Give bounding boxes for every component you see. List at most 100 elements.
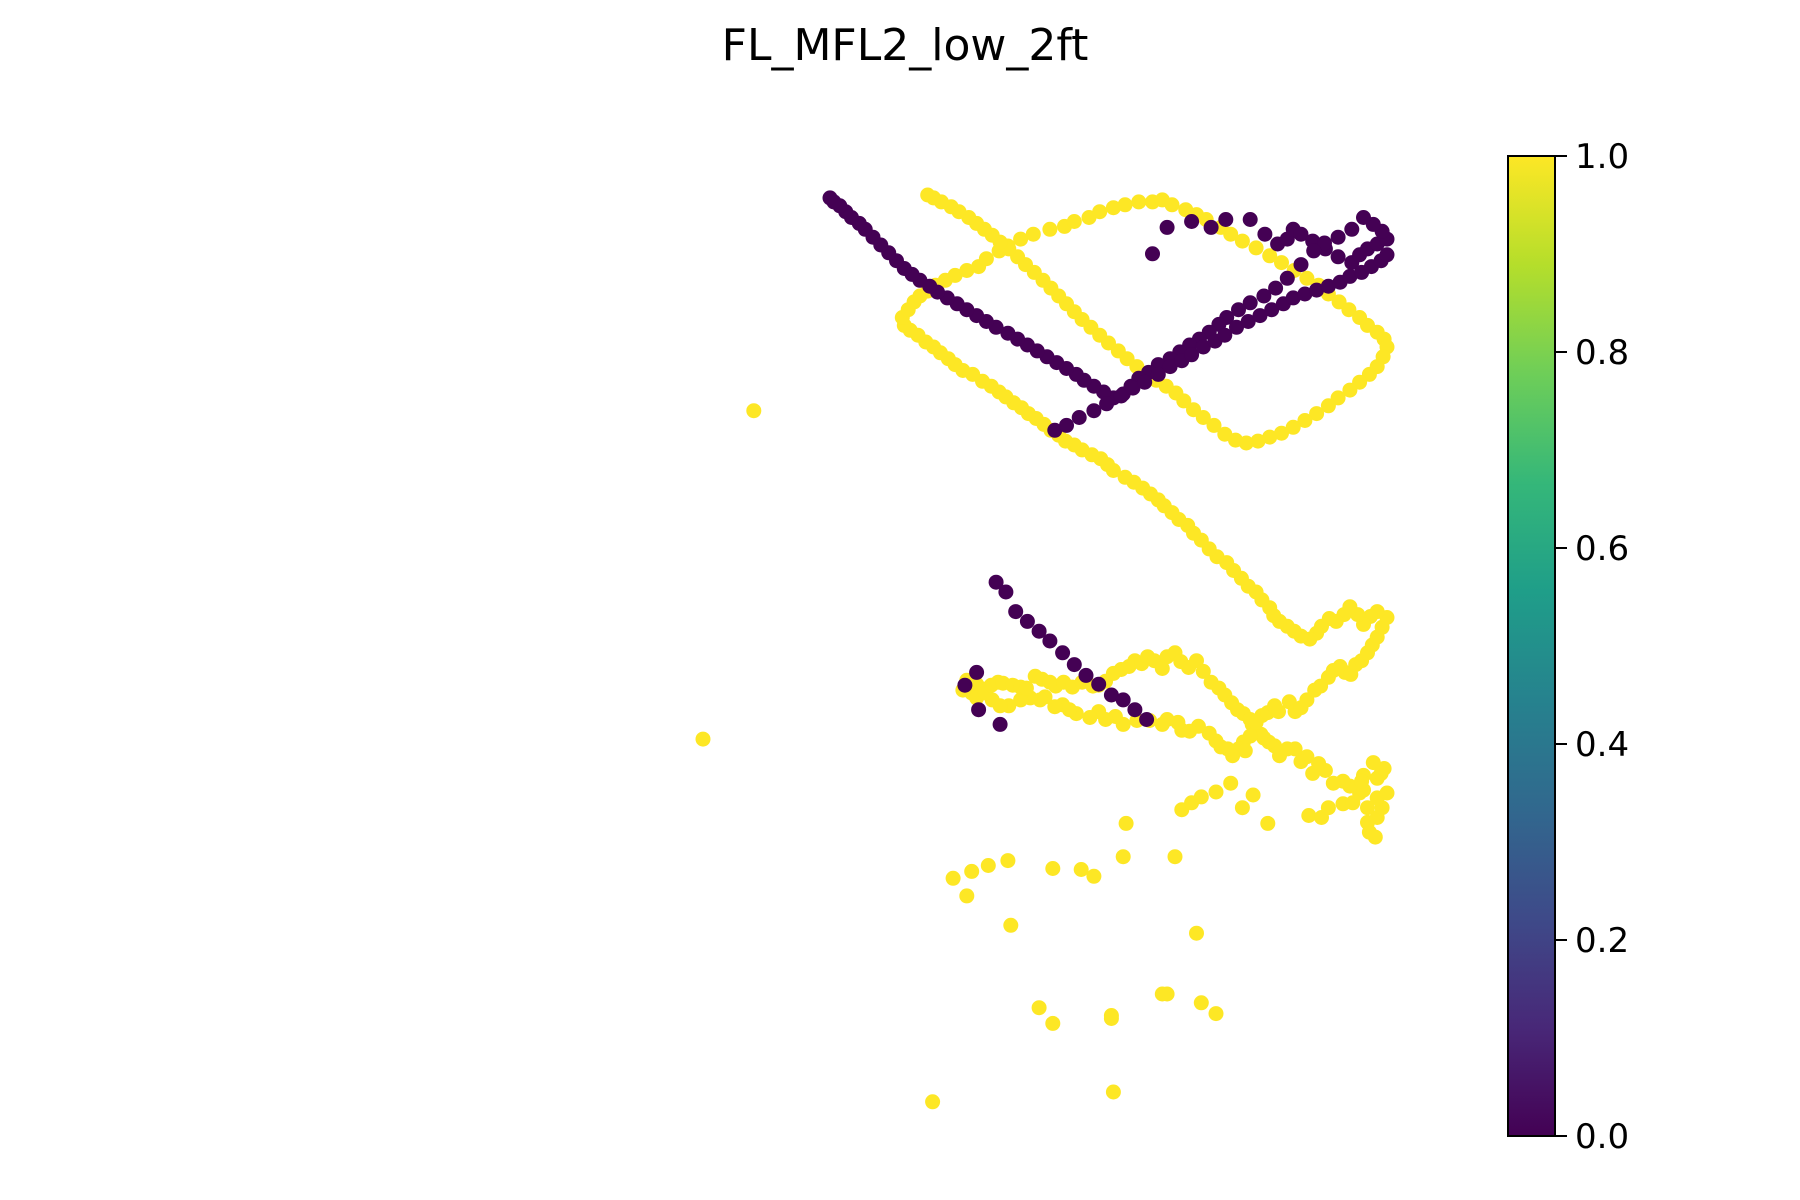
point-value-0-85 (1137, 374, 1153, 390)
point-value-1-265 (1223, 226, 1239, 242)
point-value-0-6 (1257, 226, 1273, 242)
point-value-1-14 (959, 888, 975, 904)
point-value-1-292 (1262, 429, 1278, 445)
point-value-0-110 (1008, 604, 1024, 620)
point-value-0-21 (1356, 210, 1371, 225)
point-value-0-29 (1256, 288, 1272, 304)
colorbar-ticks: 0.0 0.2 0.4 0.6 0.8 1.0 (1555, 137, 1629, 1157)
point-value-1-10 (1189, 925, 1204, 941)
point-value-1-56 (1325, 775, 1341, 791)
colorbar: 0.0 0.2 0.4 0.6 0.8 1.0 (1507, 137, 1629, 1157)
point-value-1-9 (1208, 1006, 1224, 1022)
point-value-1-84 (1154, 716, 1170, 732)
point-value-1-297 (1206, 417, 1222, 433)
point-value-0-55 (1000, 325, 1016, 341)
point-value-1-8 (1193, 995, 1209, 1011)
point-value-1-42 (1367, 829, 1383, 845)
point-value-1-0 (695, 731, 711, 747)
point-value-0-117 (1091, 676, 1107, 692)
point-value-0-5 (1242, 212, 1258, 227)
point-value-0-118 (1103, 687, 1119, 703)
colorbar-gradient (1507, 155, 1556, 1137)
points-layer (695, 187, 1395, 1110)
colorbar-tick-label-4: 0.8 (1575, 333, 1629, 373)
point-value-1-266 (1234, 233, 1250, 249)
point-value-1-19 (1045, 861, 1061, 876)
point-value-0-119 (1115, 692, 1131, 708)
point-value-0-30 (1242, 295, 1258, 311)
point-value-1-11 (1003, 917, 1019, 933)
point-value-0-92 (1217, 327, 1233, 343)
point-value-1-206 (1117, 469, 1133, 485)
point-value-1-2 (925, 1094, 941, 1110)
point-value-0-31 (1231, 302, 1246, 318)
point-value-1-290 (1285, 419, 1301, 435)
point-value-0-115 (1066, 657, 1082, 673)
point-value-0-101 (1320, 278, 1336, 294)
point-value-1-255 (1105, 200, 1121, 216)
point-value-1-287 (1320, 398, 1336, 414)
point-value-1-257 (1131, 194, 1147, 210)
point-value-1-250 (1042, 221, 1058, 237)
point-value-1-275 (1341, 302, 1357, 318)
point-value-1-78 (1201, 725, 1217, 741)
point-value-1-299 (1186, 402, 1201, 418)
point-value-1-242 (947, 267, 963, 283)
point-value-1-267 (1248, 240, 1264, 256)
point-value-0-28 (1268, 280, 1284, 296)
point-value-0-112 (1031, 623, 1047, 639)
point-value-1-27 (1193, 789, 1209, 805)
point-value-1-28 (1208, 784, 1224, 800)
point-value-0-93 (1229, 319, 1244, 335)
point-value-1-61 (1293, 754, 1309, 770)
point-value-0-125 (992, 716, 1008, 732)
point-value-1-243 (959, 263, 975, 278)
point-value-1-91 (1082, 710, 1098, 725)
point-value-1-285 (1342, 382, 1358, 398)
point-value-0-103 (1342, 268, 1358, 284)
point-value-1-45 (1360, 800, 1375, 816)
point-value-0-116 (1078, 667, 1094, 683)
point-value-0-1 (1159, 219, 1175, 235)
point-value-0-80 (1071, 410, 1087, 425)
colorbar-tick-label-0: 0.0 (1575, 1117, 1629, 1157)
point-value-0-23 (1330, 229, 1346, 245)
point-value-1-3 (1105, 1084, 1121, 1100)
point-value-0-78 (1047, 422, 1063, 438)
point-value-1-116 (1018, 680, 1034, 696)
colorbar-tick-label-2: 0.4 (1575, 725, 1629, 765)
point-value-1-99 (1013, 692, 1029, 708)
point-value-0-26 (1293, 257, 1309, 273)
point-value-0-86 (1150, 366, 1166, 382)
point-value-0-109 (998, 584, 1014, 600)
point-value-1-252 (1066, 214, 1082, 229)
point-value-0-10 (1293, 226, 1309, 242)
point-value-1-21 (1073, 862, 1089, 877)
point-value-0-124 (971, 702, 987, 718)
point-value-1-140 (1195, 663, 1211, 679)
point-value-1-31 (1260, 815, 1276, 831)
point-value-1-29 (1223, 775, 1239, 791)
point-value-0-89 (1184, 347, 1200, 363)
chart-title: FL_MFL2_low_2ft (722, 20, 1089, 71)
point-value-0-114 (1055, 645, 1071, 661)
point-value-1-288 (1309, 406, 1325, 422)
point-value-1-73 (1237, 743, 1253, 759)
colorbar-tick-label-5: 1.0 (1575, 137, 1629, 177)
point-value-1-17 (980, 858, 996, 873)
point-value-1-269 (1274, 255, 1289, 271)
point-value-0-94 (1240, 314, 1256, 329)
point-value-1-32 (1245, 787, 1261, 803)
point-value-1-20 (1086, 868, 1102, 884)
point-value-1-4 (1045, 1015, 1061, 1031)
point-value-0-79 (1059, 417, 1074, 433)
point-value-0-90 (1195, 339, 1211, 355)
point-value-1-54 (1354, 773, 1370, 789)
point-value-0-99 (1297, 286, 1313, 302)
point-value-1-134 (1154, 661, 1170, 676)
point-value-0-120 (1127, 702, 1143, 718)
point-value-0-3 (1203, 219, 1219, 235)
point-value-1-268 (1262, 248, 1278, 264)
point-value-0-100 (1309, 282, 1325, 298)
